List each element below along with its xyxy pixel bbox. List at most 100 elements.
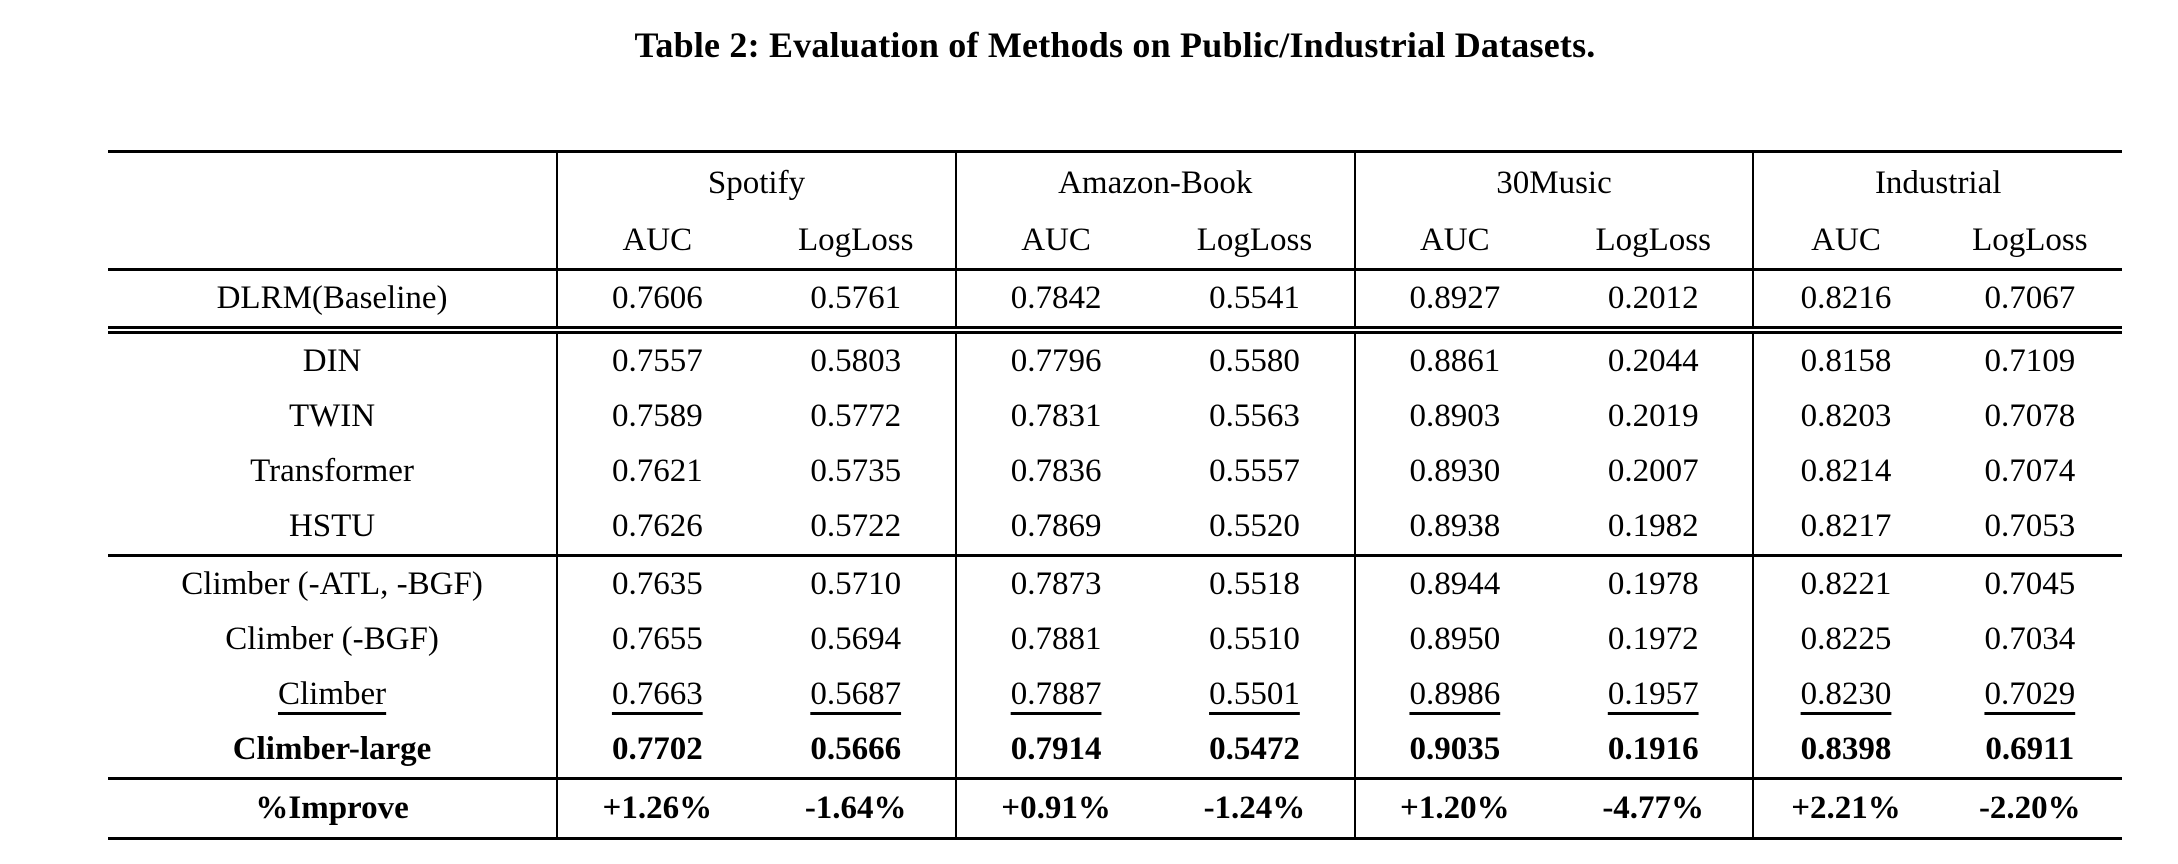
metric-value: 0.1978 xyxy=(1554,555,1755,612)
method-label: Climber-large xyxy=(108,722,559,780)
metric-value: 0.5772 xyxy=(756,389,957,444)
metric-value: 0.7078 xyxy=(1984,398,2076,434)
metric-value: -1.64% xyxy=(756,778,957,840)
method-label: DLRM(Baseline) xyxy=(108,269,559,334)
metric-value: 0.5518 xyxy=(1155,555,1356,612)
metric-value: 0.8903 xyxy=(1409,398,1501,434)
metric-value: 0.7074 xyxy=(1984,453,2076,489)
metric-value: 0.5501 xyxy=(1155,667,1356,722)
table-caption: Table 2: Evaluation of Methods on Public… xyxy=(634,25,1596,65)
table-row-dlrm-baseline: DLRM(Baseline) 0.7606 0.5761 0.7842 0.55… xyxy=(108,269,2122,334)
group-header-spotify: Spotify xyxy=(557,150,957,213)
metric-value: 0.7869 xyxy=(955,499,1156,557)
metric-value: 0.7626 xyxy=(557,499,757,557)
metric-value: 0.7621 xyxy=(611,453,703,489)
metric-value: 0.7034 xyxy=(1984,621,2076,657)
metric-value: 0.5472 xyxy=(1155,722,1356,780)
metric-value: +2.21% xyxy=(1753,778,1938,840)
metric-value: 0.2012 xyxy=(1554,269,1755,334)
metric-value: 0.7796 xyxy=(1010,343,1102,379)
metric-value: 0.1957 xyxy=(1554,667,1755,722)
metric-value: 0.7881 xyxy=(1010,621,1102,657)
metric-value: 0.8938 xyxy=(1354,499,1554,557)
metric-value: 0.7663 xyxy=(611,676,703,712)
metric-value: 0.7873 xyxy=(1010,566,1102,602)
metric-value: 0.7029 xyxy=(1984,676,2076,712)
table-row-climber-no-bgf: Climber (-BGF) 0.7655 0.5694 0.7881 0.55… xyxy=(108,612,2122,667)
table-row-twin: TWIN 0.7589 0.5772 0.7831 0.5563 0.8903 … xyxy=(108,389,2122,444)
metric-value: 0.5510 xyxy=(1155,612,1356,667)
metric-value: 0.7067 xyxy=(1937,269,2122,334)
metric-header: AUC xyxy=(1753,213,1938,271)
method-label: HSTU xyxy=(108,499,559,557)
metric-value: 0.5541 xyxy=(1155,269,1356,334)
metric-header: LogLoss xyxy=(1155,213,1356,271)
metric-value: 0.5580 xyxy=(1155,330,1356,389)
metric-value: -4.77% xyxy=(1554,778,1755,840)
metric-header: AUC xyxy=(557,213,757,271)
table-row-climber: Climber 0.7663 0.5687 0.7887 0.5501 0.89… xyxy=(108,667,2122,722)
metric-value: -1.24% xyxy=(1155,778,1356,840)
metric-value: 0.7914 xyxy=(955,722,1156,780)
metric-value: 0.5710 xyxy=(756,555,957,612)
metric-value: 0.8950 xyxy=(1409,621,1501,657)
metric-value: 0.8221 xyxy=(1800,566,1892,602)
method-label: DIN xyxy=(108,330,559,389)
table-row-climber-large: Climber-large 0.7702 0.5666 0.7914 0.547… xyxy=(108,722,2122,780)
metric-value: 0.5563 xyxy=(1155,389,1356,444)
metric-value: 0.5803 xyxy=(756,330,957,389)
metric-value: 0.7109 xyxy=(1984,343,2076,379)
metric-value: 0.7842 xyxy=(955,269,1156,334)
metric-value: +0.91% xyxy=(955,778,1156,840)
table-row-transformer: Transformer 0.7621 0.5735 0.7836 0.5557 … xyxy=(108,444,2122,499)
method-label: %Improve xyxy=(108,778,559,840)
metric-value: 0.7831 xyxy=(1010,398,1102,434)
metric-value: +1.20% xyxy=(1354,778,1554,840)
metric-value: 0.1972 xyxy=(1554,612,1755,667)
metric-value: 0.1982 xyxy=(1554,499,1755,557)
metric-header: AUC xyxy=(955,213,1156,271)
metric-value: 0.7836 xyxy=(1010,453,1102,489)
metric-value: 0.8944 xyxy=(1409,566,1501,602)
metric-value: 0.8214 xyxy=(1800,453,1892,489)
method-label: Climber (-ATL, -BGF) xyxy=(108,555,559,612)
metric-value: 0.7887 xyxy=(1010,676,1102,712)
metric-value: 0.7045 xyxy=(1984,566,2076,602)
metric-value: 0.8861 xyxy=(1409,343,1501,379)
method-label: TWIN xyxy=(108,389,559,444)
metric-value: 0.5520 xyxy=(1155,499,1356,557)
metric-value: 0.7635 xyxy=(611,566,703,602)
metric-value: 0.8225 xyxy=(1800,621,1892,657)
header-groups-row: Spotify Amazon-Book 30Music Industrial xyxy=(108,150,2122,213)
metric-value: 0.2019 xyxy=(1554,389,1755,444)
metric-header: LogLoss xyxy=(1937,213,2122,271)
header-metrics-row: AUC LogLoss AUC LogLoss AUC LogLoss AUC … xyxy=(108,213,2122,271)
metric-header: LogLoss xyxy=(1554,213,1755,271)
header-empty-cell xyxy=(108,213,559,271)
metric-header: AUC xyxy=(1354,213,1554,271)
metric-value: 0.8927 xyxy=(1354,269,1554,334)
table-row-hstu: HSTU 0.7626 0.5722 0.7869 0.5520 0.8938 … xyxy=(108,499,2122,557)
table-row-climber-no-atl-bgf: Climber (-ATL, -BGF) 0.7635 0.5710 0.787… xyxy=(108,555,2122,612)
metric-value: 0.8217 xyxy=(1753,499,1938,557)
metric-value: +1.26% xyxy=(557,778,757,840)
metric-value: 0.9035 xyxy=(1354,722,1554,780)
metric-value: 0.8158 xyxy=(1800,343,1892,379)
method-label: Transformer xyxy=(108,444,559,499)
metric-value: 0.2044 xyxy=(1554,330,1755,389)
evaluation-table: Spotify Amazon-Book 30Music Industrial A… xyxy=(108,150,2122,840)
metric-value: 0.8216 xyxy=(1753,269,1938,334)
table-row-din: DIN 0.7557 0.5803 0.7796 0.5580 0.8861 0… xyxy=(108,330,2122,389)
table-row-improve: %Improve +1.26% -1.64% +0.91% -1.24% +1.… xyxy=(108,778,2122,840)
metric-value: 0.5666 xyxy=(756,722,957,780)
header-empty-cell xyxy=(108,150,559,213)
metric-value: 0.7589 xyxy=(611,398,703,434)
metric-value: 0.5761 xyxy=(756,269,957,334)
metric-value: 0.2007 xyxy=(1554,444,1755,499)
metric-value: 0.8986 xyxy=(1409,676,1501,712)
metric-value: 0.8930 xyxy=(1409,453,1501,489)
metric-value: 0.7655 xyxy=(611,621,703,657)
metric-value: -2.20% xyxy=(1937,778,2122,840)
group-header-industrial: Industrial xyxy=(1753,150,2122,213)
method-label: Climber (-BGF) xyxy=(108,612,559,667)
